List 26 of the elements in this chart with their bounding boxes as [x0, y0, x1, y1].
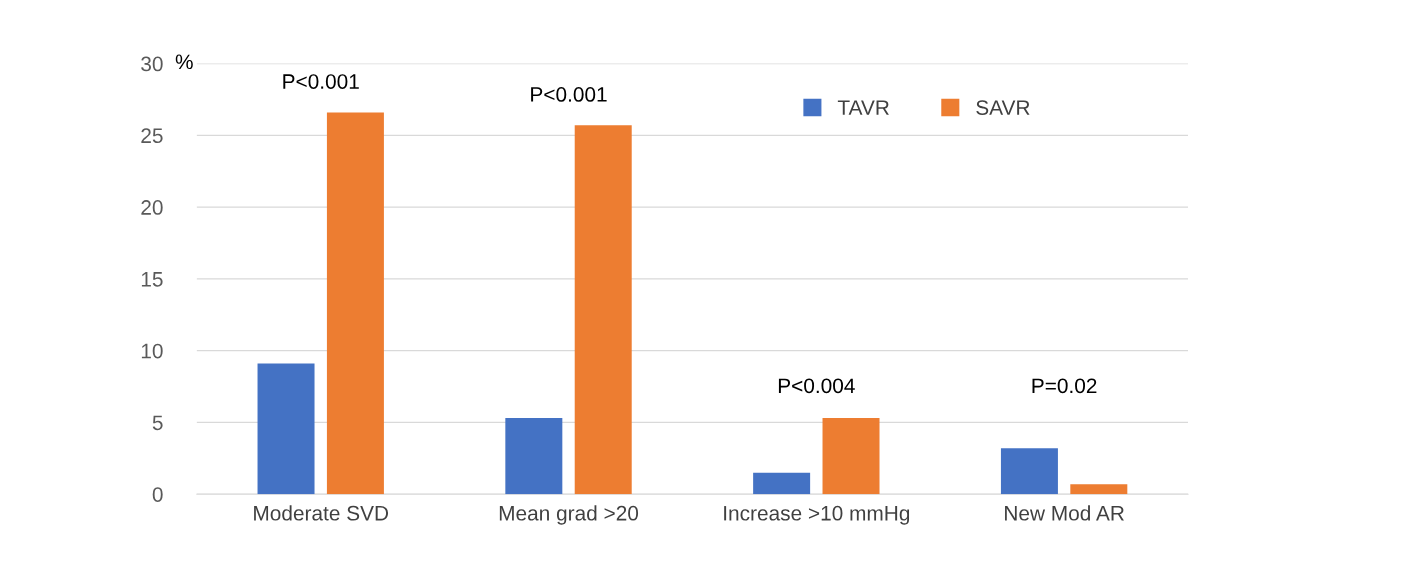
annotation: P=0.02: [1032, 378, 1097, 394]
annotation: P<0.001: [531, 87, 607, 102]
annotation: P<0.004: [778, 378, 855, 394]
legend-label: SAVR: [976, 100, 1030, 115]
y-tick-label: 25: [141, 128, 163, 144]
x-tick-label: New Mod AR: [1005, 505, 1124, 521]
bar: [326, 112, 384, 495]
x-tick-label: Mean grad >20: [499, 505, 639, 525]
legend-label: TAVR: [837, 100, 889, 115]
bar: [753, 472, 811, 495]
bar: [574, 125, 632, 495]
x-tick-label: Increase >10 mmHg: [724, 505, 910, 525]
annotation: P<0.001: [283, 74, 359, 89]
y-axis-title: %: [175, 54, 193, 70]
y-tick-label: 5: [152, 415, 163, 431]
y-tick-label: 0: [152, 487, 163, 502]
y-tick-label: 30: [141, 56, 163, 72]
bar: [1000, 448, 1058, 495]
bar: [257, 363, 315, 495]
bar: [505, 418, 563, 495]
bar: [1070, 484, 1128, 495]
y-tick-label: 10: [141, 343, 163, 359]
y-tick-label: 20: [141, 200, 163, 215]
y-tick-label: 15: [141, 272, 163, 287]
bar: [822, 418, 880, 495]
x-tick-label: Moderate SVD: [254, 505, 389, 521]
